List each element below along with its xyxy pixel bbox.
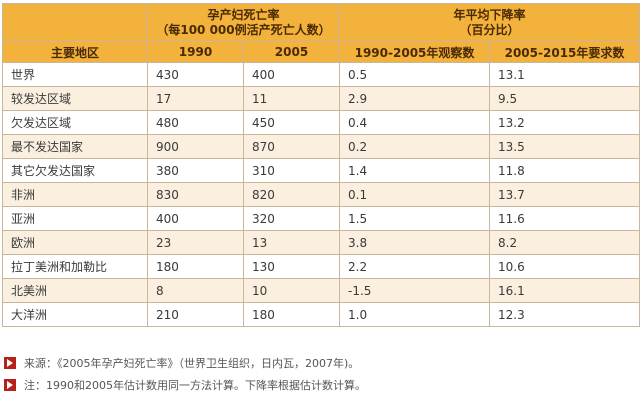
observed-rate-cell: 0.4 [339,110,490,135]
required-rate-cell: 9.5 [488,86,641,111]
region-cell: 其它欠发达国家 [2,158,148,183]
value-1990-cell: 400 [147,206,244,231]
value-2005-cell: 400 [243,62,340,87]
table-row: 欧洲 23 13 3.8 8.2 [2,230,641,255]
region-cell: 亚洲 [2,206,148,231]
maternal-mortality-table: 孕产妇死亡率 （每100 000例活产死亡人数） 年平均下降率 （百分比） 主要… [2,3,641,327]
table-row: 最不发达国家 900 870 0.2 13.5 [2,134,641,159]
required-rate-cell: 13.1 [488,62,641,87]
header-group-row: 孕产妇死亡率 （每100 000例活产死亡人数） 年平均下降率 （百分比） [2,3,641,42]
play-arrow-icon [4,379,16,391]
observed-rate-cell: 0.1 [339,182,490,207]
observed-rate-cell: 2.9 [339,86,490,111]
observed-rate-cell: 3.8 [339,230,490,255]
value-2005-cell: 870 [243,134,340,159]
table-row: 欠发达区域 480 450 0.4 13.2 [2,110,641,135]
region-cell: 北美洲 [2,278,148,303]
col-header-region: 主要地区 [2,41,148,63]
required-rate-cell: 13.2 [488,110,641,135]
observed-rate-cell: 2.2 [339,254,490,279]
play-arrow-icon [4,357,16,369]
table-row: 北美洲 8 10 -1.5 16.1 [2,278,641,303]
header-mortality-group: 孕产妇死亡率 （每100 000例活产死亡人数） [147,3,340,42]
value-2005-cell: 130 [243,254,340,279]
value-1990-cell: 430 [147,62,244,87]
value-2005-cell: 13 [243,230,340,255]
region-cell: 欧洲 [2,230,148,255]
required-rate-cell: 16.1 [488,278,641,303]
method-note-text: 注：1990和2005年估计数用同一方法计算。下降率根据估计数计算。 [24,379,366,392]
value-1990-cell: 900 [147,134,244,159]
mortality-group-subtitle: （每100 000例活产死亡人数） [156,22,331,37]
col-header-2005: 2005 [243,41,340,63]
value-1990-cell: 8 [147,278,244,303]
value-1990-cell: 830 [147,182,244,207]
decline-group-title: 年平均下降率 [453,7,526,22]
observed-rate-cell: 0.2 [339,134,490,159]
value-2005-cell: 320 [243,206,340,231]
region-cell: 较发达区域 [2,86,148,111]
required-rate-cell: 8.2 [488,230,641,255]
header-empty-cell [2,3,148,42]
value-2005-cell: 180 [243,302,340,327]
mortality-group-title: 孕产妇死亡率 [207,7,280,22]
region-cell: 最不发达国家 [2,134,148,159]
method-note: 注：1990和2005年估计数用同一方法计算。下降率根据估计数计算。 [0,374,641,396]
value-2005-cell: 10 [243,278,340,303]
required-rate-cell: 12.3 [488,302,641,327]
footnotes: 来源：《2005年孕产妇死亡率》（世界卫生组织，日内瓦，2007年)。 注：19… [0,352,641,396]
observed-rate-cell: 0.5 [339,62,490,87]
value-1990-cell: 210 [147,302,244,327]
value-2005-cell: 310 [243,158,340,183]
header-column-row: 主要地区 1990 2005 1990-2005年观察数 2005-2015年要… [2,41,641,63]
source-note: 来源：《2005年孕产妇死亡率》（世界卫生组织，日内瓦，2007年)。 [0,352,641,374]
observed-rate-cell: 1.5 [339,206,490,231]
required-rate-cell: 11.8 [488,158,641,183]
source-note-text: 来源：《2005年孕产妇死亡率》（世界卫生组织，日内瓦，2007年)。 [24,357,360,370]
value-1990-cell: 23 [147,230,244,255]
table-row: 亚洲 400 320 1.5 11.6 [2,206,641,231]
region-cell: 世界 [2,62,148,87]
value-1990-cell: 480 [147,110,244,135]
value-1990-cell: 17 [147,86,244,111]
value-1990-cell: 180 [147,254,244,279]
decline-group-subtitle: （百分比） [459,22,520,37]
table-row: 较发达区域 17 11 2.9 9.5 [2,86,641,111]
observed-rate-cell: 1.0 [339,302,490,327]
table-row: 非洲 830 820 0.1 13.7 [2,182,641,207]
col-header-required: 2005-2015年要求数 [488,41,641,63]
observed-rate-cell: 1.4 [339,158,490,183]
required-rate-cell: 13.5 [488,134,641,159]
col-header-1990: 1990 [147,41,244,63]
value-2005-cell: 820 [243,182,340,207]
value-2005-cell: 450 [243,110,340,135]
region-cell: 欠发达区域 [2,110,148,135]
table-row: 拉丁美洲和加勒比 180 130 2.2 10.6 [2,254,641,279]
required-rate-cell: 10.6 [488,254,641,279]
value-1990-cell: 380 [147,158,244,183]
region-cell: 非洲 [2,182,148,207]
region-cell: 拉丁美洲和加勒比 [2,254,148,279]
required-rate-cell: 13.7 [488,182,641,207]
table-row: 其它欠发达国家 380 310 1.4 11.8 [2,158,641,183]
header-decline-group: 年平均下降率 （百分比） [338,3,641,42]
table-row: 世界 430 400 0.5 13.1 [2,62,641,87]
required-rate-cell: 11.6 [488,206,641,231]
table-row: 大洋洲 210 180 1.0 12.3 [2,302,641,327]
observed-rate-cell: -1.5 [339,278,490,303]
value-2005-cell: 11 [243,86,340,111]
region-cell: 大洋洲 [2,302,148,327]
col-header-observed: 1990-2005年观察数 [339,41,490,63]
